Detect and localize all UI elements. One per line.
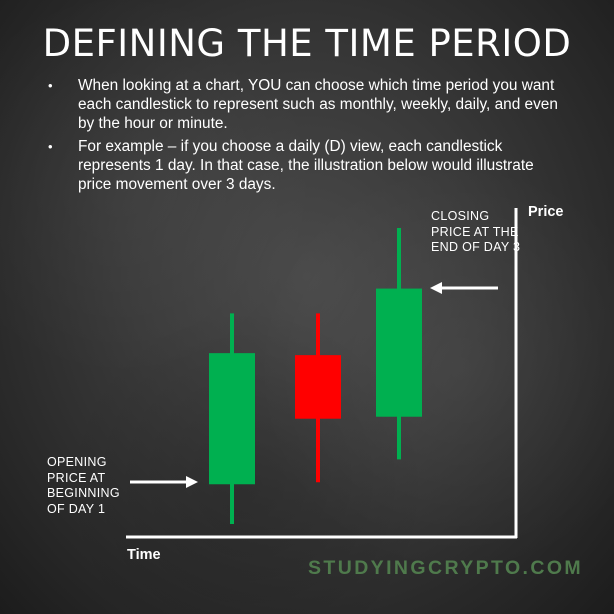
candle-body — [295, 355, 341, 419]
page-title: DEFINING THE TIME PERIOD — [42, 22, 572, 65]
bullet-list: When looking at a chart, YOU can choose … — [48, 76, 568, 198]
opening-price-label: OPENING PRICE AT BEGINNING OF DAY 1 — [47, 455, 120, 516]
bullet-item: When looking at a chart, YOU can choose … — [48, 76, 568, 133]
candle-body — [376, 288, 422, 417]
x-axis-label: Time — [127, 547, 161, 563]
bullet-item: For example – if you choose a daily (D) … — [48, 137, 568, 194]
candle-body — [209, 353, 255, 485]
y-axis-label: Price — [528, 204, 564, 220]
closing-arrow — [430, 282, 498, 294]
brand-watermark: STUDYINGCRYPTO.COM — [308, 557, 584, 579]
closing-price-label: CLOSING PRICE AT THE END OF DAY 3 — [431, 209, 521, 254]
opening-arrow — [130, 476, 198, 488]
